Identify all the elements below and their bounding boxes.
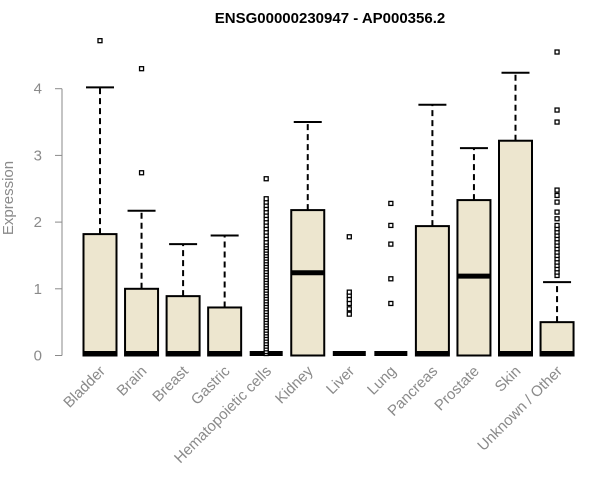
outlier-point [554, 222, 560, 229]
x-tick-label-liver: Liver [323, 363, 358, 398]
x-tick-label-prostate: Prostate [431, 363, 483, 415]
outlier-point [554, 216, 560, 222]
outlier-point [263, 196, 269, 202]
outlier-point [554, 209, 560, 215]
chart-title: ENSG00000230947 - AP000356.2 [215, 10, 445, 27]
box-bladder [82, 38, 118, 357]
outlier-point [554, 107, 560, 113]
y-tick-label: 2 [34, 214, 42, 231]
outlier-point [388, 300, 394, 307]
outlier-point [388, 200, 394, 207]
outlier-point [346, 234, 352, 240]
box-breast [165, 243, 201, 357]
box-body [414, 225, 450, 357]
boxes-group [82, 38, 575, 357]
box-body [290, 209, 326, 357]
box-pancreas [414, 103, 450, 357]
outlier-point [346, 306, 352, 312]
outlier-point [554, 119, 560, 125]
outlier-point [554, 199, 560, 205]
box-liver [332, 234, 366, 356]
outlier-point [554, 49, 560, 55]
box-brain [124, 66, 160, 357]
outlier-point [554, 192, 560, 199]
outlier-point [346, 289, 352, 295]
x-tick-label-kidney: Kidney [272, 362, 317, 407]
box-prostate [456, 147, 492, 357]
outlier-point [554, 187, 560, 193]
box-body [207, 306, 243, 357]
x-tick-label-breast: Breast [149, 362, 192, 405]
x-tick-label-skin: Skin [492, 363, 525, 396]
outlier-point [97, 38, 103, 44]
y-axis-label: Expression [0, 161, 17, 235]
outlier-point [388, 276, 394, 282]
outlier-point [388, 222, 394, 229]
outlier-point [138, 66, 145, 72]
box-hematopoietic-cells [249, 176, 283, 357]
box-kidney [290, 121, 326, 357]
x-tick-label-brain: Brain [114, 363, 151, 400]
box-body [498, 139, 533, 357]
outlier-point [263, 176, 269, 182]
x-tick-label-lung: Lung [364, 363, 400, 399]
box-body [539, 321, 575, 357]
box-body [124, 287, 160, 357]
box-body [82, 233, 118, 357]
y-tick-label: 3 [34, 147, 42, 164]
box-unknown-other [539, 49, 575, 357]
y-tick-label: 4 [34, 81, 42, 98]
y-tick-label: 0 [34, 348, 42, 365]
box-skin [498, 71, 533, 357]
outlier-point [388, 241, 394, 247]
y-tick-label: 1 [34, 281, 42, 298]
y-axis: 0 1 2 3 4 [34, 81, 63, 365]
box-body [165, 295, 201, 357]
outlier-point [346, 311, 352, 317]
box-lung [374, 200, 408, 356]
box-gastric [207, 234, 243, 357]
x-tick-label-bladder: Bladder [60, 363, 109, 412]
outlier-point [138, 170, 145, 176]
